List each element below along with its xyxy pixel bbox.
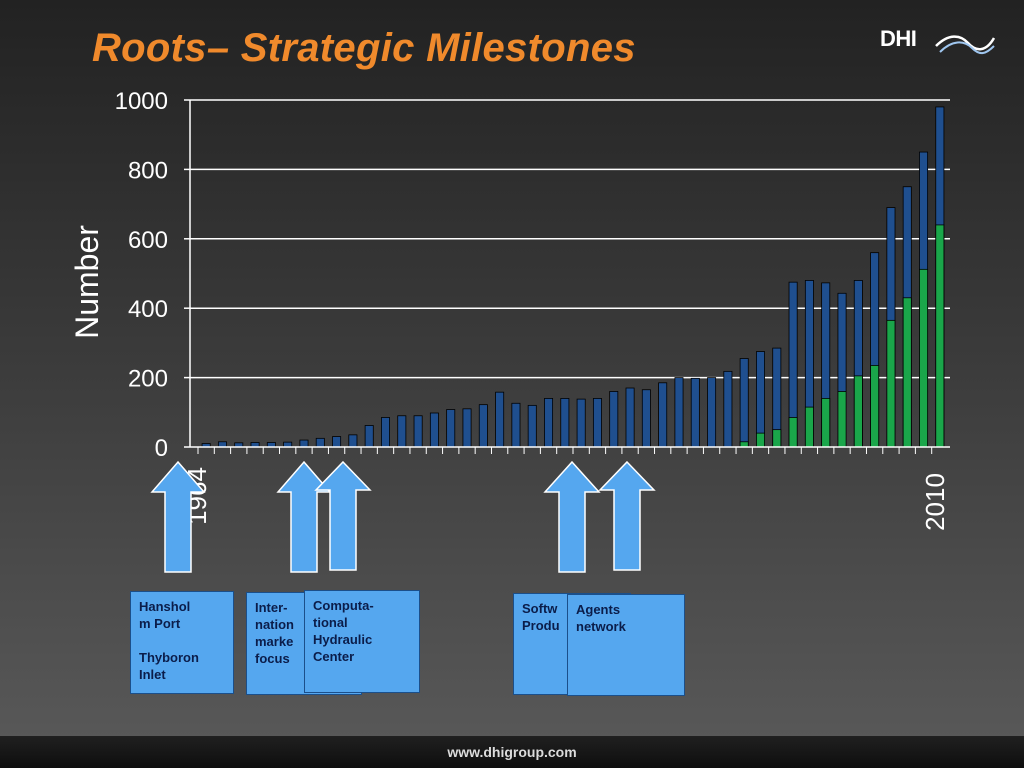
bar-software-35 [772, 429, 782, 448]
slide-title: Roots– Strategic Milestones [92, 26, 636, 70]
milestone-arrow-1 [150, 460, 206, 573]
bar-total-14 [429, 412, 439, 448]
bar-total-19 [511, 402, 521, 448]
bar-software-37 [804, 406, 814, 448]
bar-total-9 [348, 434, 358, 448]
bar-total-33 [739, 358, 749, 448]
bar-total-23 [576, 398, 586, 448]
axes [189, 100, 950, 448]
bar-total-25 [609, 391, 619, 448]
x-ticks [197, 447, 933, 454]
bar-total-22 [560, 398, 570, 448]
y-tick-label-400: 400 [128, 296, 168, 323]
bar-total-16 [462, 408, 472, 448]
bars [201, 106, 945, 448]
y-tick-label-200: 200 [128, 366, 168, 393]
logo-text: DHI [880, 26, 917, 51]
milestone-box-computational: Computa- tional Hydraulic Center [304, 590, 420, 693]
bar-total-10 [364, 425, 374, 448]
bar-total-26 [625, 387, 635, 448]
bar-total-21 [544, 398, 554, 448]
logo-wave-icon [935, 35, 996, 54]
bar-total-28 [658, 382, 668, 448]
milestone-arrow-4 [543, 460, 601, 573]
bar-software-39 [837, 391, 847, 448]
bar-total-34 [756, 351, 765, 448]
x-end-label: 2010 [920, 473, 950, 531]
bar-total-18 [495, 391, 505, 448]
bar-total-7 [315, 437, 325, 448]
grid-lines [190, 99, 950, 379]
bar-software-33 [739, 441, 749, 448]
dhi-logo: DHI [880, 26, 998, 66]
bar-total-8 [332, 436, 342, 448]
milestone-arrow-3 [314, 460, 372, 571]
y-tick-label-1000: 1000 [115, 88, 168, 115]
bar-total-20 [527, 404, 537, 448]
bar-software-43 [902, 297, 912, 448]
footer-url: www.dhigroup.com [447, 744, 577, 760]
y-tick-label-600: 600 [128, 227, 168, 254]
bar-software-41 [870, 365, 880, 448]
bar-software-40 [853, 375, 863, 448]
bar-total-27 [641, 389, 651, 448]
y-tick-label-800: 800 [128, 157, 168, 184]
bar-software-42 [886, 319, 896, 448]
bar-software-38 [821, 398, 831, 448]
bar-total-15 [446, 409, 456, 448]
milestone-box-agents: Agents network [567, 594, 685, 696]
y-axis-label: Number [69, 225, 105, 339]
bar-software-45 [935, 224, 945, 448]
bar-total-29 [674, 377, 684, 448]
bar-total-1 [217, 441, 227, 448]
bar-total-13 [413, 415, 423, 448]
bar-total-32 [723, 370, 733, 448]
bar-total-12 [397, 415, 407, 448]
bar-total-24 [592, 398, 602, 448]
footer-bar: www.dhigroup.com [0, 736, 1024, 768]
bar-total-11 [381, 417, 390, 448]
milestone-box-hansholm: Hanshol m Port Thyboron Inlet [130, 591, 234, 694]
y-tick-labels: 0 200 400 600 800 1000 [115, 88, 190, 462]
bar-software-44 [919, 268, 929, 448]
y-tick-label-0: 0 [155, 435, 168, 462]
bar-total-6 [299, 439, 309, 448]
bar-total-31 [707, 377, 717, 448]
bar-software-34 [756, 432, 765, 448]
bar-total-17 [478, 404, 488, 448]
milestone-arrow-5 [598, 460, 656, 571]
bar-total-30 [690, 377, 700, 448]
bar-software-36 [788, 417, 798, 448]
